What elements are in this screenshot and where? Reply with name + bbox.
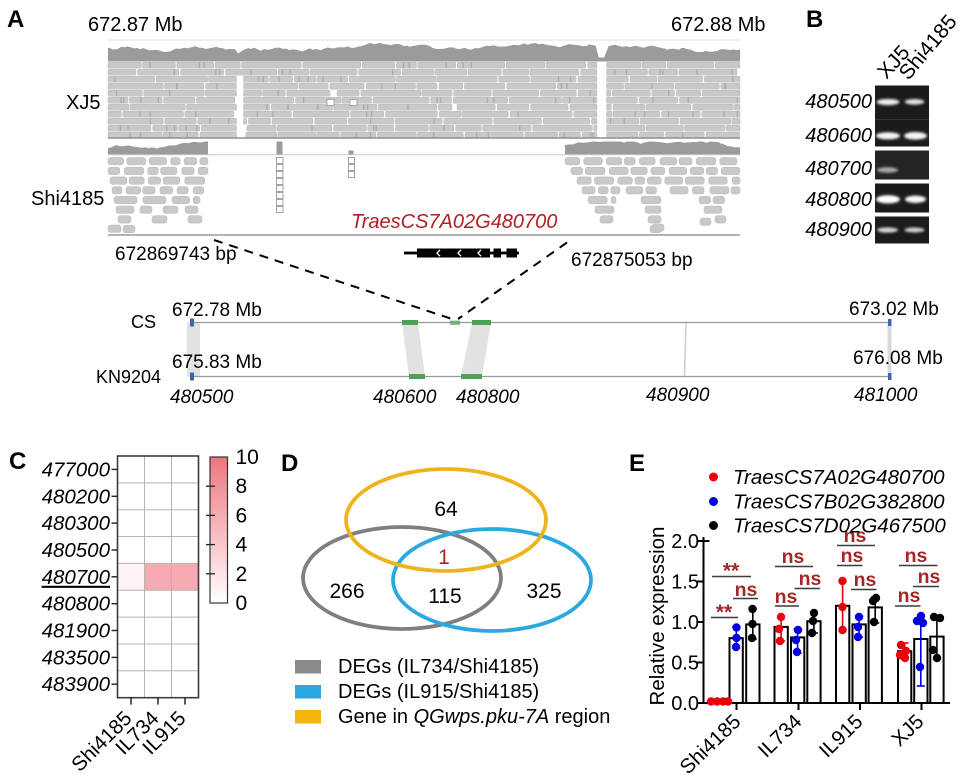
svg-text:115: 115 xyxy=(428,585,461,608)
svg-text:6: 6 xyxy=(236,504,248,527)
svg-text:TraesCS7A02G480700: TraesCS7A02G480700 xyxy=(733,466,945,489)
svg-text:8: 8 xyxy=(236,475,248,498)
svg-text:ns: ns xyxy=(735,579,758,601)
svg-text:480200: 480200 xyxy=(42,485,111,508)
svg-text:TraesCS7D02G467500: TraesCS7D02G467500 xyxy=(733,515,946,538)
svg-text:XJ5: XJ5 xyxy=(887,710,928,751)
svg-text:10: 10 xyxy=(236,446,259,469)
svg-text:DEGs (IL734/Shi4185): DEGs (IL734/Shi4185) xyxy=(338,656,539,678)
svg-text:480700: 480700 xyxy=(42,566,111,589)
svg-text:2.0: 2.0 xyxy=(671,531,699,553)
svg-text:ns: ns xyxy=(782,546,805,568)
svg-text:0: 0 xyxy=(236,592,248,615)
svg-text:**: ** xyxy=(716,601,733,624)
svg-text:480300: 480300 xyxy=(42,512,111,535)
svg-text:0.0: 0.0 xyxy=(671,693,699,715)
svg-text:ns: ns xyxy=(841,545,864,567)
svg-text:DEGs (IL915/Shi4185): DEGs (IL915/Shi4185) xyxy=(338,681,539,703)
svg-text:IL734: IL734 xyxy=(754,710,807,762)
svg-text:Relative expression: Relative expression xyxy=(646,527,669,706)
svg-text:0.5: 0.5 xyxy=(671,653,699,675)
svg-text:4: 4 xyxy=(236,534,248,557)
svg-text:IL915: IL915 xyxy=(815,710,868,762)
svg-text:483900: 483900 xyxy=(42,673,111,696)
svg-text:480500: 480500 xyxy=(42,539,111,562)
svg-text:Shi4185: Shi4185 xyxy=(675,710,745,779)
svg-text:1: 1 xyxy=(438,546,450,569)
svg-text:Gene in QGwps.pku-7A region: Gene in QGwps.pku-7A region xyxy=(338,706,610,728)
svg-text:**: ** xyxy=(723,560,740,583)
svg-text:64: 64 xyxy=(434,498,458,521)
svg-text:ns: ns xyxy=(799,568,822,590)
svg-text:ns: ns xyxy=(854,569,877,591)
svg-text:ns: ns xyxy=(905,545,928,567)
svg-text:ns: ns xyxy=(844,525,867,547)
svg-text:477000: 477000 xyxy=(42,458,111,481)
svg-text:ns: ns xyxy=(898,585,921,607)
svg-text:483500: 483500 xyxy=(42,646,111,669)
svg-text:266: 266 xyxy=(329,580,364,603)
svg-text:TraesCS7B02G382800: TraesCS7B02G382800 xyxy=(733,491,945,514)
svg-text:ns: ns xyxy=(918,566,941,588)
svg-text:1.0: 1.0 xyxy=(671,612,699,634)
svg-text:325: 325 xyxy=(526,580,561,603)
svg-text:480800: 480800 xyxy=(42,593,111,616)
svg-text:481900: 481900 xyxy=(42,620,111,643)
svg-text:2: 2 xyxy=(236,563,248,586)
svg-text:1.5: 1.5 xyxy=(671,572,699,594)
svg-text:ns: ns xyxy=(775,586,798,608)
